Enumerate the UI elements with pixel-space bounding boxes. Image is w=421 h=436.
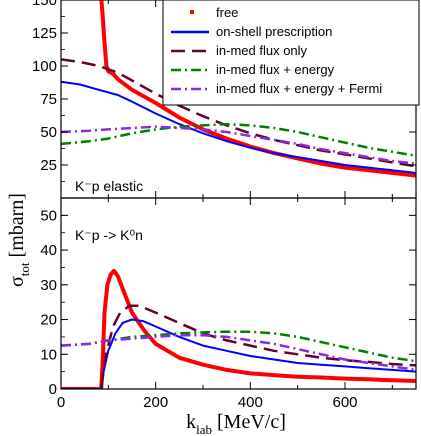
panel2-series-free xyxy=(61,268,416,389)
legend-label-in-med-flux-energy: in-med flux + energy xyxy=(216,62,335,77)
panel1-ytick-label-25: 25 xyxy=(40,157,57,174)
panel1-ytick-label-150: 150 xyxy=(32,0,57,9)
legend-swatch-free xyxy=(190,10,194,14)
legend-box xyxy=(162,0,420,106)
x-axis-label: klab [MeV/c] xyxy=(186,411,286,436)
legend-item-on-shell: on-shell prescription xyxy=(171,24,332,39)
panel1-ytick-label-125: 125 xyxy=(32,25,57,42)
panel1-series-free xyxy=(99,0,416,178)
panel2-series-in-med-flux-only xyxy=(61,304,416,389)
legend-item-in-med-fermi: in-med flux + energy + Fermi xyxy=(171,81,382,96)
panel2-ytick-label-50: 50 xyxy=(40,207,57,224)
xtick-label-0: 0 xyxy=(57,394,65,411)
legend-item-in-med-flux: in-med flux only xyxy=(171,43,308,58)
panel1-ytick-label-100: 100 xyxy=(32,58,57,75)
panel1-series-on-shell-prescription xyxy=(61,80,416,174)
legend-label-on-shell: on-shell prescription xyxy=(216,24,332,39)
legend-item-free: free xyxy=(190,5,238,20)
panel2-series-on-shell-prescription xyxy=(61,318,416,389)
panel1-panel-label: K⁻p elastic xyxy=(75,178,143,194)
legend-label-in-med-fermi: in-med flux + energy + Fermi xyxy=(216,81,382,96)
panel2-ytick-label-40: 40 xyxy=(40,242,57,259)
panel1-series-in-med-flux-only xyxy=(61,58,416,168)
panel2-frame xyxy=(60,197,417,390)
panel2-ytick-label-10: 10 xyxy=(40,346,57,363)
y-axis-label: σtot [mbarn] xyxy=(6,193,32,287)
legend-label-free: free xyxy=(216,5,238,20)
xtick-label-600: 600 xyxy=(332,394,357,411)
xtick-label-200: 200 xyxy=(143,394,168,411)
xtick-label-400: 400 xyxy=(238,394,263,411)
panel2-panel-label: K⁻p -> K⁰n xyxy=(75,227,143,243)
legend-label-in-med-flux: in-med flux only xyxy=(216,43,308,58)
panel2-ytick-label-0: 0 xyxy=(49,381,57,398)
panel1-ytick-label-75: 75 xyxy=(40,91,57,108)
panel2-ytick-label-20: 20 xyxy=(40,312,57,329)
panel1-ytick-label-50: 50 xyxy=(40,124,57,141)
plot-layer: 25 50 75 100 125 150 K⁻p elastic 0 10 20 30 40 50 K⁻p… xyxy=(32,0,417,411)
legend: free on-shell prescription in-med flux o… xyxy=(162,0,420,106)
panel2-ytick-label-30: 30 xyxy=(40,277,57,294)
legend-item-in-med-flux-energy: in-med flux + energy xyxy=(171,62,335,77)
